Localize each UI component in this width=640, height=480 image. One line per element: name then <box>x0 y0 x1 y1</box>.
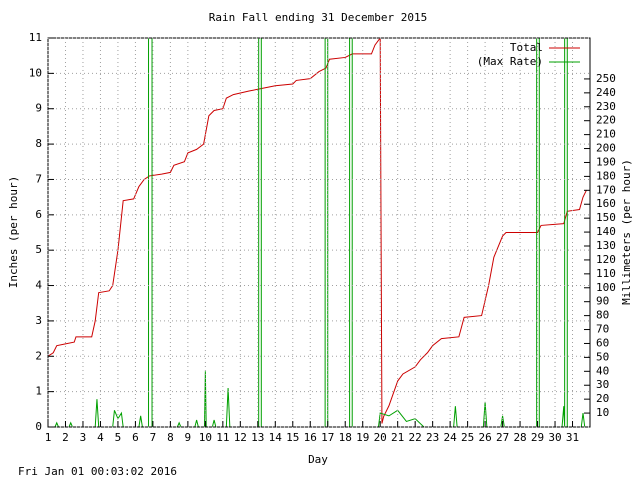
x-tick-label: 15 <box>286 431 299 444</box>
x-tick-label: 9 <box>185 431 192 444</box>
x-tick-label: 5 <box>115 431 122 444</box>
y2-tick-label: 110 <box>596 267 616 280</box>
y2-tick-label: 130 <box>596 239 616 252</box>
x-tick-label: 3 <box>80 431 87 444</box>
y-tick-label: 11 <box>29 31 42 44</box>
y2-tick-label: 100 <box>596 281 616 294</box>
y-tick-label: 3 <box>35 314 42 327</box>
legend-label: Total <box>510 41 543 54</box>
x-axis-label: Day <box>308 453 328 466</box>
y2-tick-label: 50 <box>596 350 609 363</box>
y-tick-label: 2 <box>35 349 42 362</box>
y2-tick-label: 80 <box>596 309 609 322</box>
legend-label: (Max Rate) <box>477 55 543 68</box>
x-tick-label: 27 <box>496 431 509 444</box>
y2-tick-label: 90 <box>596 295 609 308</box>
y2-tick-label: 230 <box>596 100 616 113</box>
x-tick-label: 22 <box>409 431 422 444</box>
x-tick-label: 17 <box>321 431 334 444</box>
y2-tick-label: 150 <box>596 211 616 224</box>
y2-tick-label: 30 <box>596 378 609 391</box>
x-tick-label: 29 <box>531 431 544 444</box>
y2-tick-label: 170 <box>596 183 616 196</box>
x-tick-label: 12 <box>234 431 247 444</box>
y2-tick-label: 240 <box>596 86 616 99</box>
y-tick-label: 1 <box>35 385 42 398</box>
y-tick-label: 0 <box>35 420 42 433</box>
y2-tick-label: 40 <box>596 364 609 377</box>
x-tick-label: 25 <box>461 431 474 444</box>
chart-title: Rain Fall ending 31 December 2015 <box>209 11 428 24</box>
y2-tick-label: 190 <box>596 155 616 168</box>
x-tick-label: 16 <box>304 431 317 444</box>
series-line <box>48 38 587 424</box>
y-tick-label: 10 <box>29 66 42 79</box>
y2-tick-label: 160 <box>596 197 616 210</box>
x-tick-label: 23 <box>426 431 439 444</box>
x-tick-label: 24 <box>444 431 458 444</box>
x-tick-label: 1 <box>45 431 52 444</box>
x-tick-label: 2 <box>62 431 69 444</box>
x-tick-label: 19 <box>356 431 369 444</box>
y-tick-label: 5 <box>35 243 42 256</box>
x-tick-label: 7 <box>150 431 157 444</box>
x-tick-label: 11 <box>216 431 229 444</box>
x-tick-label: 31 <box>566 431 579 444</box>
y2-tick-label: 70 <box>596 323 609 336</box>
y-tick-label: 4 <box>35 279 42 292</box>
y-axis-label: Inches (per hour) <box>7 176 20 289</box>
y2-axis-label: Millimeters (per hour) <box>620 159 633 305</box>
x-tick-label: 13 <box>251 431 264 444</box>
x-tick-label: 28 <box>513 431 526 444</box>
y2-tick-label: 180 <box>596 169 616 182</box>
y2-tick-label: 210 <box>596 128 616 141</box>
y2-tick-label: 20 <box>596 392 609 405</box>
x-tick-label: 4 <box>97 431 104 444</box>
x-tick-label: 14 <box>269 431 283 444</box>
y2-tick-label: 60 <box>596 336 609 349</box>
y2-tick-label: 10 <box>596 406 609 419</box>
y2-tick-label: 140 <box>596 225 616 238</box>
y-tick-label: 9 <box>35 102 42 115</box>
x-tick-label: 10 <box>199 431 212 444</box>
y-tick-label: 7 <box>35 172 42 185</box>
x-tick-label: 6 <box>132 431 139 444</box>
y2-tick-label: 250 <box>596 72 616 85</box>
series-line <box>48 38 590 427</box>
x-tick-label: 30 <box>548 431 561 444</box>
x-tick-label: 18 <box>339 431 352 444</box>
y-tick-label: 8 <box>35 137 42 150</box>
y-tick-label: 6 <box>35 208 42 221</box>
y2-tick-label: 120 <box>596 253 616 266</box>
y2-tick-label: 200 <box>596 142 616 155</box>
x-tick-label: 21 <box>391 431 404 444</box>
x-tick-label: 8 <box>167 431 174 444</box>
x-tick-label: 20 <box>374 431 387 444</box>
plot-area <box>48 38 590 427</box>
x-tick-label: 26 <box>478 431 491 444</box>
y2-tick-label: 220 <box>596 114 616 127</box>
footer-timestamp: Fri Jan 01 00:03:02 2016 <box>18 465 177 478</box>
